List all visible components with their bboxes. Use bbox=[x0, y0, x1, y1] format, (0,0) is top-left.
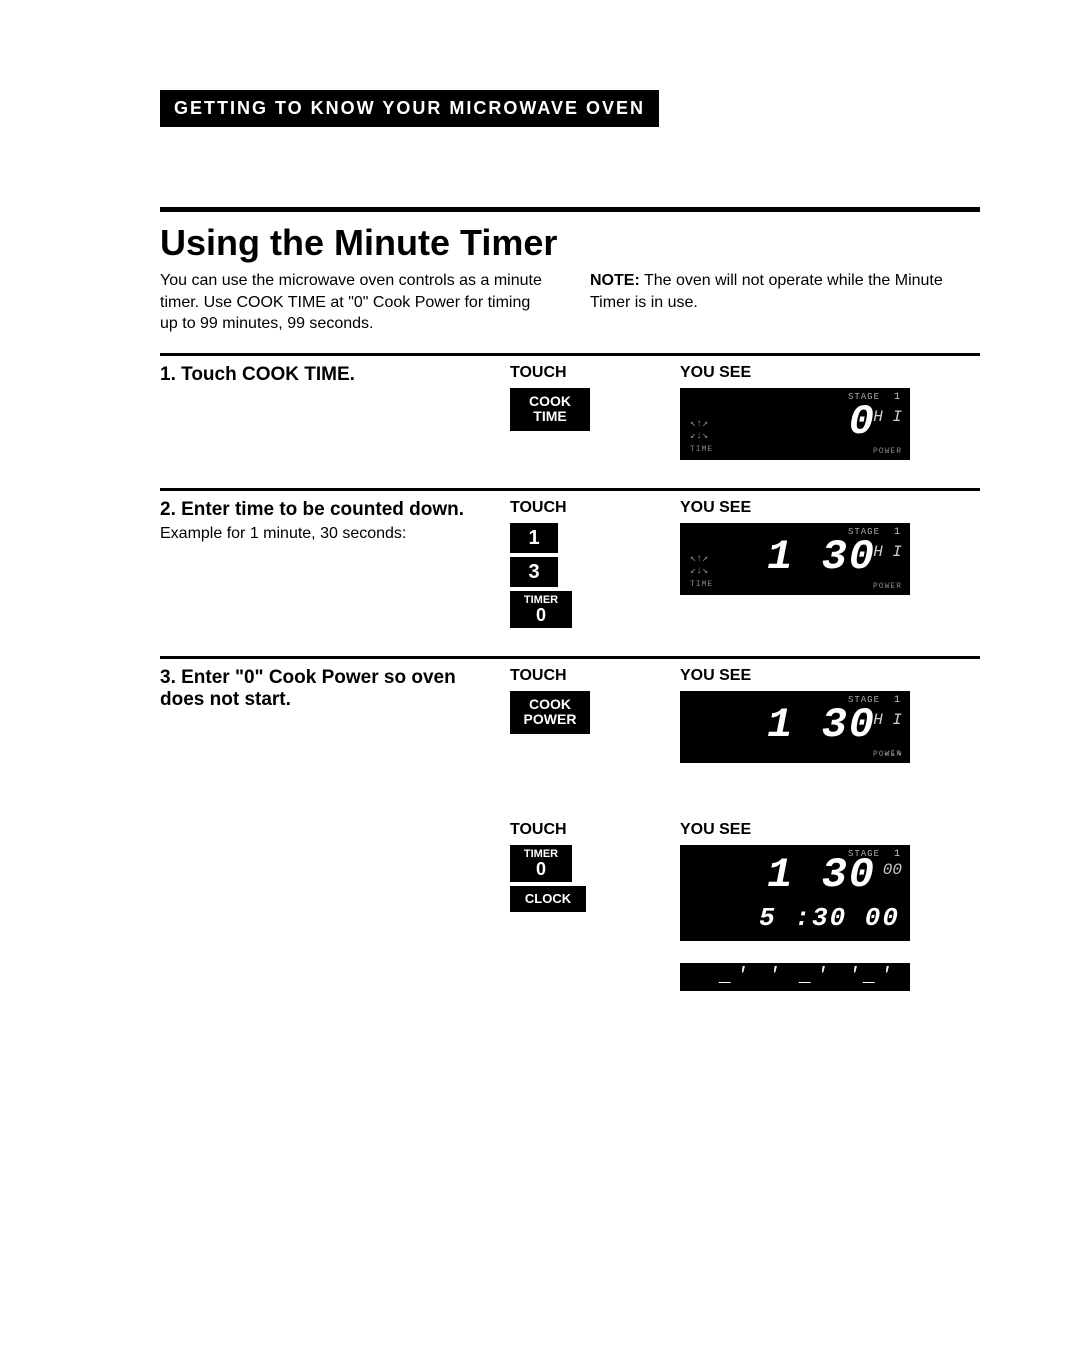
timer-zero: 0 bbox=[516, 606, 566, 624]
touch-header: TOUCH bbox=[510, 364, 640, 382]
display-arrows-icon-3a: ↙↓↘ bbox=[884, 747, 902, 759]
display-main-3a: 1 30 bbox=[767, 701, 876, 749]
step-1-yousee: YOU SEE STAGE 1 0 H I POWER TIME ↖↑↗↙↓↘ bbox=[640, 364, 980, 464]
timer-zero-b: 0 bbox=[516, 860, 566, 878]
step-2-touch: TOUCH 1 3 TIMER 0 bbox=[510, 499, 640, 632]
intro-right: NOTE: The oven will not operate while th… bbox=[590, 270, 980, 335]
yousee-header-3a: YOU SEE bbox=[680, 667, 980, 685]
display-hi-3b: 00 bbox=[883, 861, 902, 879]
section-banner: GETTING TO KNOW YOUR MICROWAVE OVEN bbox=[160, 90, 659, 127]
step-1: 1. Touch COOK TIME. TOUCH COOK TIME YOU … bbox=[160, 353, 980, 482]
touch-header-2: TOUCH bbox=[510, 499, 640, 517]
display-arrows-icon-2: ↖↑↗↙↓↘ bbox=[690, 553, 708, 577]
timer-0-button[interactable]: TIMER 0 bbox=[510, 591, 572, 628]
intro-left: You can use the microwave oven controls … bbox=[160, 270, 550, 335]
display-hi-2: H I bbox=[873, 543, 902, 561]
step-3-touch-a: TOUCH COOK POWER bbox=[510, 667, 640, 738]
display-hi-3a: H I bbox=[873, 711, 902, 729]
timer-label: TIMER bbox=[524, 594, 558, 606]
step-3-heading: 3. Enter "0" Cook Power so oven does not… bbox=[160, 667, 490, 711]
intro-right-text: The oven will not operate while the Minu… bbox=[590, 272, 943, 311]
step-1-left: 1. Touch COOK TIME. bbox=[160, 364, 510, 390]
display-time-label: TIME bbox=[690, 445, 713, 454]
step-1-touch: TOUCH COOK TIME bbox=[510, 364, 640, 435]
yousee-header-2: YOU SEE bbox=[680, 499, 980, 517]
cook-power-button[interactable]: COOK POWER bbox=[510, 691, 590, 734]
step-2: 2. Enter time to be counted down. Exampl… bbox=[160, 488, 980, 650]
step-2-heading: 2. Enter time to be counted down. bbox=[160, 499, 490, 521]
display-stage-num-3a: 1 bbox=[894, 695, 900, 706]
display-main: 0 bbox=[849, 398, 876, 446]
timer-0-button-b[interactable]: TIMER 0 bbox=[510, 845, 572, 882]
display-3a: STAGE 1 1 30 H I POWER ↙↓↘ bbox=[680, 691, 910, 763]
step-3-left: 3. Enter "0" Cook Power so oven does not… bbox=[160, 667, 510, 715]
display-time-label-2: TIME bbox=[690, 580, 713, 589]
page-title: Using the Minute Timer bbox=[160, 222, 980, 264]
touch-header-3a: TOUCH bbox=[510, 667, 640, 685]
step-3-yousee-b: YOU SEE STAGE 1 1 30 00 5 :30 00 _' ' _'… bbox=[640, 821, 980, 991]
step-3-yousee-a: YOU SEE STAGE 1 1 30 H I POWER ↙↓↘ bbox=[640, 667, 980, 767]
keypad-1-button[interactable]: 1 bbox=[510, 523, 558, 553]
step-3: 3. Enter "0" Cook Power so oven does not… bbox=[160, 656, 980, 785]
display-strip: _' ' _' '_' bbox=[680, 963, 910, 991]
clock-button[interactable]: CLOCK bbox=[510, 886, 586, 912]
yousee-header-3b: YOU SEE bbox=[680, 821, 980, 839]
rule-top bbox=[160, 207, 980, 212]
display-arrows-icon: ↖↑↗↙↓↘ bbox=[690, 418, 708, 442]
manual-page: GETTING TO KNOW YOUR MICROWAVE OVEN Usin… bbox=[0, 0, 1080, 1051]
step-3-touch-b: TOUCH TIMER 0 CLOCK bbox=[510, 821, 640, 916]
display-1: STAGE 1 0 H I POWER TIME ↖↑↗↙↓↘ bbox=[680, 388, 910, 460]
intro-block: You can use the microwave oven controls … bbox=[160, 270, 980, 335]
touch-header-3b: TOUCH bbox=[510, 821, 640, 839]
display-stage-num-2: 1 bbox=[894, 527, 900, 538]
step-1-heading: 1. Touch COOK TIME. bbox=[160, 364, 490, 386]
display-main-3b: 1 30 bbox=[767, 851, 876, 899]
display-main-2: 1 30 bbox=[767, 533, 876, 581]
display-power-label: POWER bbox=[873, 447, 902, 456]
keypad-3-button[interactable]: 3 bbox=[510, 557, 558, 587]
display-hi: H I bbox=[873, 408, 902, 426]
step-2-left: 2. Enter time to be counted down. Exampl… bbox=[160, 499, 510, 543]
display-power-label-2: POWER bbox=[873, 582, 902, 591]
display-3b: STAGE 1 1 30 00 5 :30 00 bbox=[680, 845, 910, 941]
timer-label-b: TIMER bbox=[524, 848, 558, 860]
step-3-cont: TOUCH TIMER 0 CLOCK YOU SEE STAGE 1 1 30… bbox=[160, 821, 980, 991]
display-stage-num-3b: 1 bbox=[894, 849, 900, 860]
cook-time-button[interactable]: COOK TIME bbox=[510, 388, 590, 431]
note-label: NOTE: bbox=[590, 272, 640, 289]
display-stage-num: 1 bbox=[894, 392, 900, 403]
display-2: STAGE 1 1 30 H I POWER TIME ↖↑↗↙↓↘ bbox=[680, 523, 910, 595]
step-2-yousee: YOU SEE STAGE 1 1 30 H I POWER TIME ↖↑↗↙… bbox=[640, 499, 980, 599]
yousee-header: YOU SEE bbox=[680, 364, 980, 382]
step-2-sub: Example for 1 minute, 30 seconds: bbox=[160, 525, 490, 543]
display-line2-3b: 5 :30 00 bbox=[759, 903, 900, 933]
